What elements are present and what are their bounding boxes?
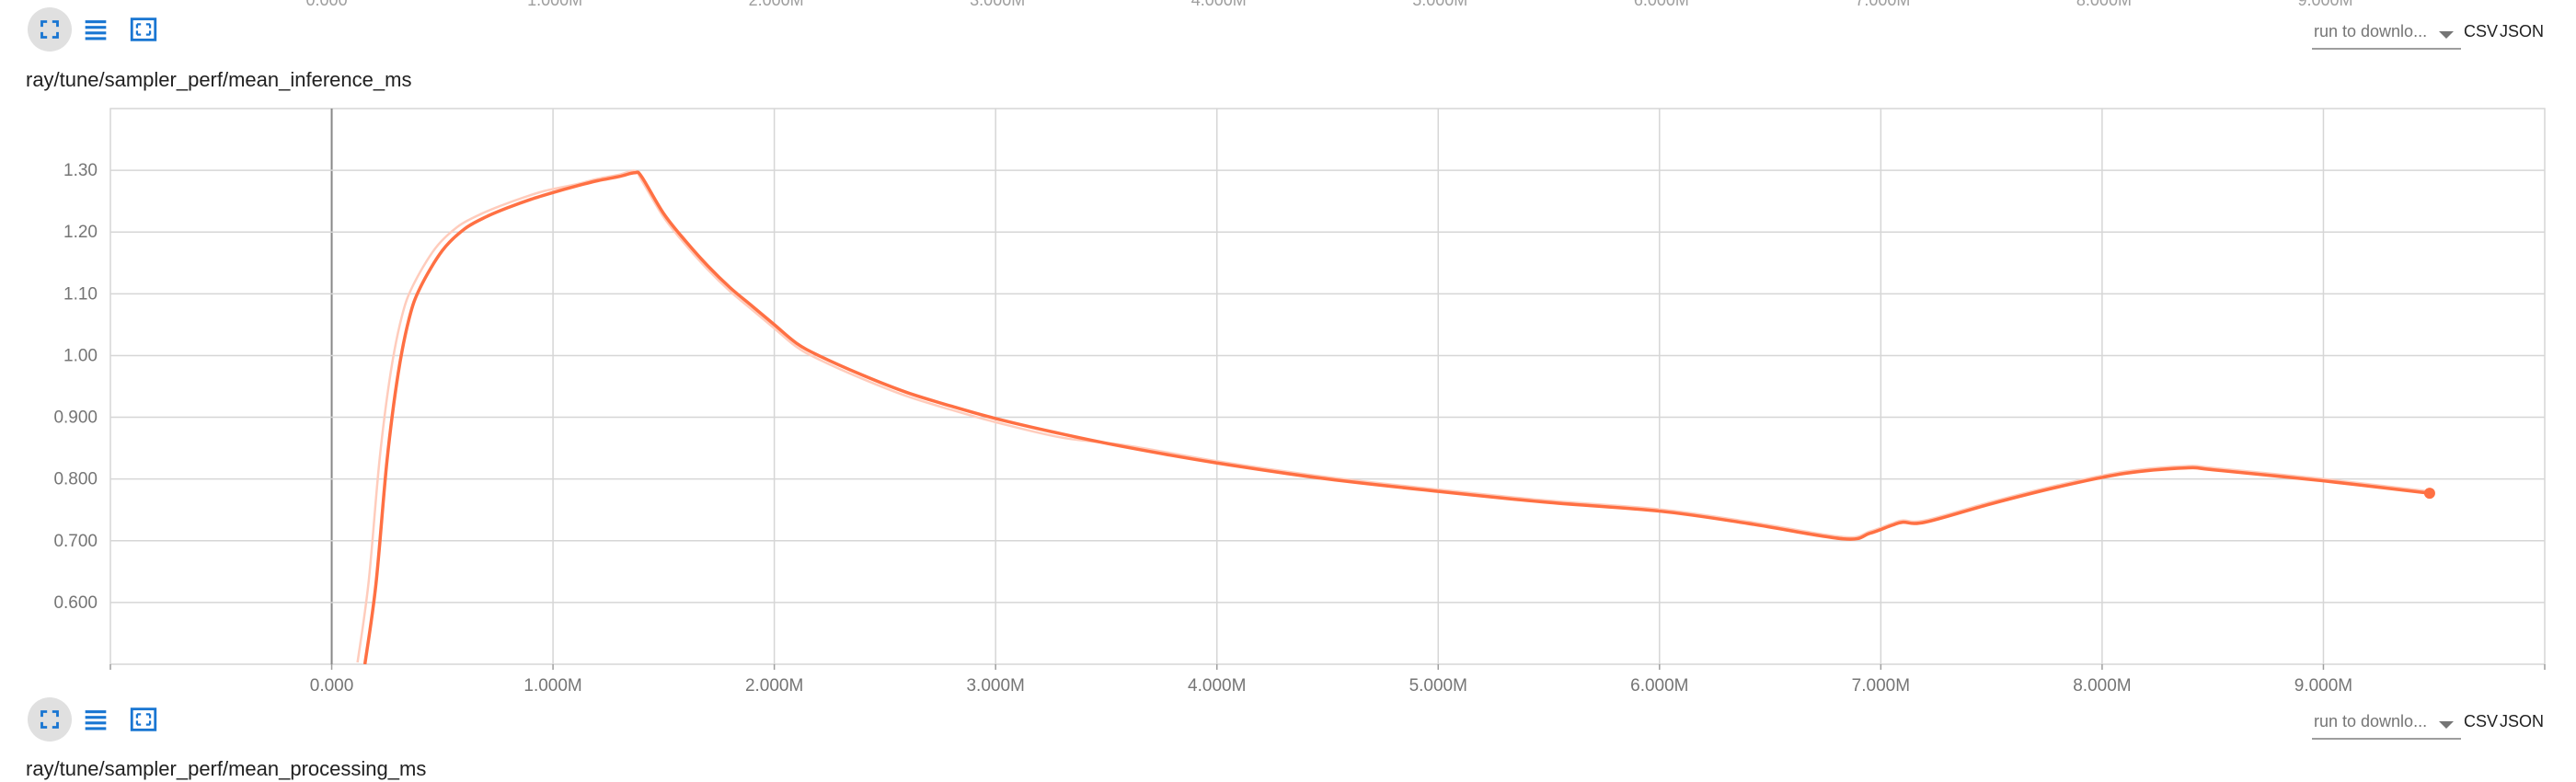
series-smoothed-line (362, 170, 2431, 664)
fullscreen-icon (40, 20, 59, 39)
prev-chart-x-tick-label: 0.000 (305, 0, 348, 9)
prev-chart-x-tick-label: 3.000M (970, 0, 1026, 9)
y-tick-label: 0.700 (53, 532, 98, 551)
fit-domain-button[interactable] (121, 7, 166, 52)
chart-card-header: run to downlo... CSV JSON (0, 0, 2576, 64)
plot-frame (109, 108, 2546, 665)
x-tick-label: 0.000 (310, 676, 354, 696)
y-tick-label: 0.800 (53, 470, 98, 489)
x-tick-label: 9.000M (2294, 676, 2352, 696)
x-tick-label: 2.000M (745, 676, 803, 696)
download-csv-link[interactable]: CSV (2464, 22, 2499, 40)
series-last-point (2423, 488, 2435, 500)
prev-chart-x-tick-label: 5.000M (1412, 0, 1468, 9)
run-select-value: run to downlo... (2314, 712, 2428, 730)
fullscreen-button[interactable] (28, 7, 72, 52)
chart-title: ray/tune/sampler_perf/mean_inference_ms (26, 68, 412, 91)
run-select-value: run to downlo... (2314, 22, 2428, 40)
toggle-log-scale-button[interactable] (74, 7, 118, 52)
prev-chart-x-tick-label: 7.000M (1855, 0, 1911, 9)
fit-domain-icon (130, 707, 157, 731)
run-to-download-select[interactable]: run to downlo... (2312, 22, 2461, 50)
y-tick-label: 1.00 (63, 346, 98, 365)
list-icon (85, 20, 107, 40)
y-tick-label: 0.900 (53, 408, 98, 428)
prev-chart-x-tick-label: 2.000M (748, 0, 804, 9)
run-to-download-select[interactable]: run to downlo... (2312, 712, 2461, 740)
prev-chart-x-tick-label: 1.000M (527, 0, 583, 9)
prev-chart-x-tick-label: 6.000M (1633, 0, 1689, 9)
x-tick-label: 7.000M (1852, 676, 1910, 696)
y-tick-label: 1.20 (63, 223, 98, 242)
x-tick-label: 5.000M (1409, 676, 1467, 696)
x-tick-label: 8.000M (2073, 676, 2131, 696)
prev-chart-x-tick-label: 4.000M (1190, 0, 1247, 9)
download-json-link[interactable]: JSON (2500, 712, 2545, 730)
download-csv-link[interactable]: CSV (2464, 712, 2499, 730)
series-raw-line (356, 169, 2431, 663)
chevron-down-icon (2439, 721, 2454, 729)
prev-chart-x-tick-label: 9.000M (2297, 0, 2353, 9)
fit-domain-icon (130, 17, 157, 41)
chevron-down-icon (2439, 31, 2454, 39)
x-tick-label: 6.000M (1630, 676, 1688, 696)
x-tick-label: 4.000M (1188, 676, 1246, 696)
y-tick-label: 0.600 (53, 593, 98, 613)
fit-domain-button[interactable] (121, 697, 166, 742)
y-tick-label: 1.30 (63, 161, 98, 180)
prev-chart-x-tick-label: 8.000M (2076, 0, 2132, 9)
list-icon (85, 710, 107, 730)
y-tick-label: 1.10 (63, 284, 98, 304)
chart-card-header: run to downlo... CSV JSON (0, 690, 2576, 754)
x-tick-label: 1.000M (523, 676, 581, 696)
x-tick-label: 3.000M (966, 676, 1024, 696)
chart-title: ray/tune/sampler_perf/mean_processing_ms (26, 757, 427, 780)
fullscreen-button[interactable] (28, 697, 72, 742)
fullscreen-icon (40, 710, 59, 729)
download-json-link[interactable]: JSON (2500, 22, 2545, 40)
toggle-log-scale-button[interactable] (74, 697, 118, 742)
